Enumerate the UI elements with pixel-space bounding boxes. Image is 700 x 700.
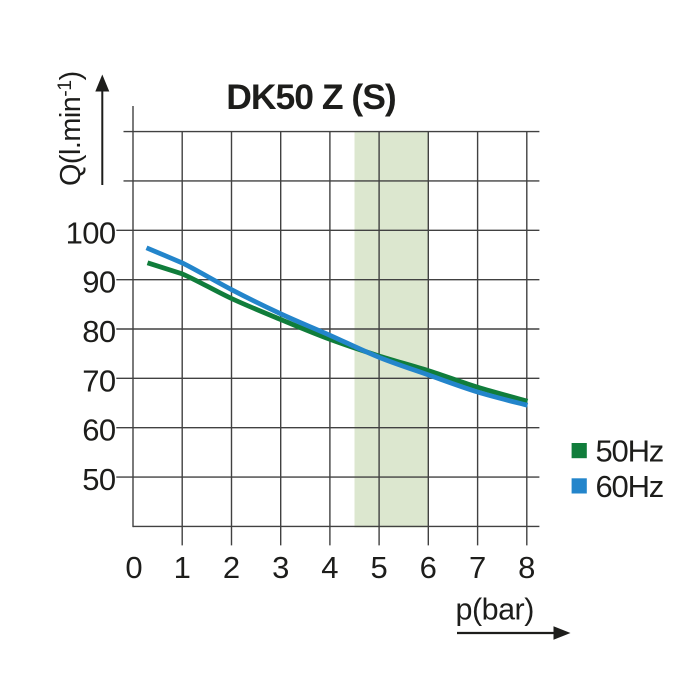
svg-text:70: 70 xyxy=(82,363,116,398)
svg-text:2: 2 xyxy=(223,550,240,585)
svg-text:DK50 Z (S): DK50 Z (S) xyxy=(226,77,396,117)
svg-text:7: 7 xyxy=(469,550,486,585)
svg-text:3: 3 xyxy=(272,550,289,585)
svg-text:60Hz: 60Hz xyxy=(596,469,664,504)
svg-text:6: 6 xyxy=(420,550,437,585)
svg-text:80: 80 xyxy=(82,314,116,349)
svg-text:5: 5 xyxy=(370,550,387,585)
svg-text:100: 100 xyxy=(66,215,116,250)
svg-text:4: 4 xyxy=(321,550,338,585)
svg-text:p(bar): p(bar) xyxy=(456,593,534,627)
svg-text:90: 90 xyxy=(82,265,116,300)
svg-text:8: 8 xyxy=(518,550,535,585)
svg-text:60: 60 xyxy=(82,413,116,448)
svg-text:50: 50 xyxy=(82,462,116,497)
svg-text:1: 1 xyxy=(174,550,191,585)
svg-text:50Hz: 50Hz xyxy=(596,434,664,469)
svg-text:0: 0 xyxy=(125,550,142,585)
